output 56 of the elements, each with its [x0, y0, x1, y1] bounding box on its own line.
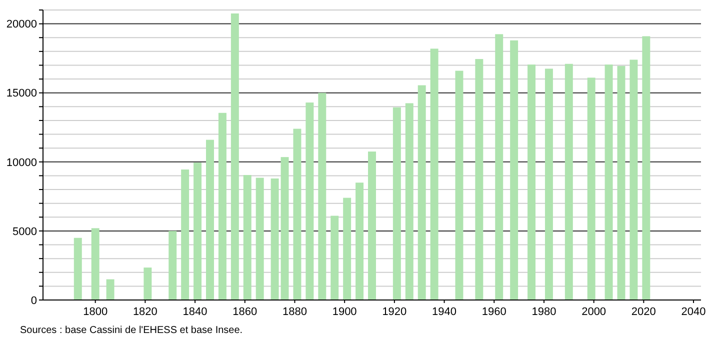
bar — [475, 59, 484, 300]
bar — [106, 279, 114, 300]
bar — [293, 128, 302, 300]
bar — [168, 230, 177, 300]
bar — [604, 64, 613, 300]
bar — [544, 68, 553, 300]
bar — [74, 238, 82, 300]
y-tick-label: 0 — [30, 294, 37, 307]
bar — [343, 198, 352, 300]
bar — [181, 170, 190, 300]
bar — [144, 268, 152, 300]
x-tick-label: 1800 — [83, 306, 108, 318]
x-tick-label: 1960 — [482, 306, 506, 318]
source-note: Sources : base Cassini de l'EHESS et base Insee. — [20, 325, 243, 336]
bar — [642, 36, 650, 300]
x-tick-label: 1900 — [332, 306, 357, 318]
bar — [306, 102, 314, 300]
bar — [256, 178, 264, 300]
bar — [587, 78, 596, 300]
bar — [356, 182, 364, 300]
bar — [318, 92, 326, 300]
x-tick-label: 2000 — [582, 306, 606, 318]
bar — [430, 48, 438, 300]
x-tick-label: 1880 — [282, 306, 307, 318]
x-tick-label: 1980 — [532, 306, 556, 318]
bar — [330, 216, 339, 300]
x-tick-label: 1920 — [382, 306, 407, 318]
y-tick-label: 5000 — [12, 226, 37, 238]
bar — [392, 107, 401, 300]
bar — [91, 228, 100, 300]
bar — [194, 162, 202, 300]
bar — [405, 103, 414, 300]
bar — [510, 40, 518, 300]
bar — [495, 34, 504, 300]
x-tick-label: 2040 — [681, 306, 706, 318]
bar — [528, 64, 536, 300]
bar — [206, 140, 214, 300]
bar — [564, 64, 573, 300]
bar — [630, 60, 638, 300]
bar — [368, 152, 376, 300]
x-tick-label: 2020 — [631, 306, 656, 318]
y-tick-label: 20000 — [6, 18, 37, 31]
bar — [230, 13, 239, 300]
bar — [218, 112, 226, 300]
bar — [280, 157, 289, 300]
x-tick-label: 1940 — [432, 306, 457, 318]
x-tick-label: 1840 — [182, 306, 208, 318]
bar — [455, 70, 464, 300]
bar — [243, 175, 252, 300]
bar — [418, 85, 426, 300]
y-tick-label: 15000 — [6, 88, 37, 100]
x-tick-label: 1860 — [232, 306, 258, 318]
x-tick-label: 1820 — [132, 306, 158, 318]
bar — [270, 178, 279, 300]
bar — [617, 66, 626, 300]
y-tick-label: 10000 — [6, 156, 37, 169]
